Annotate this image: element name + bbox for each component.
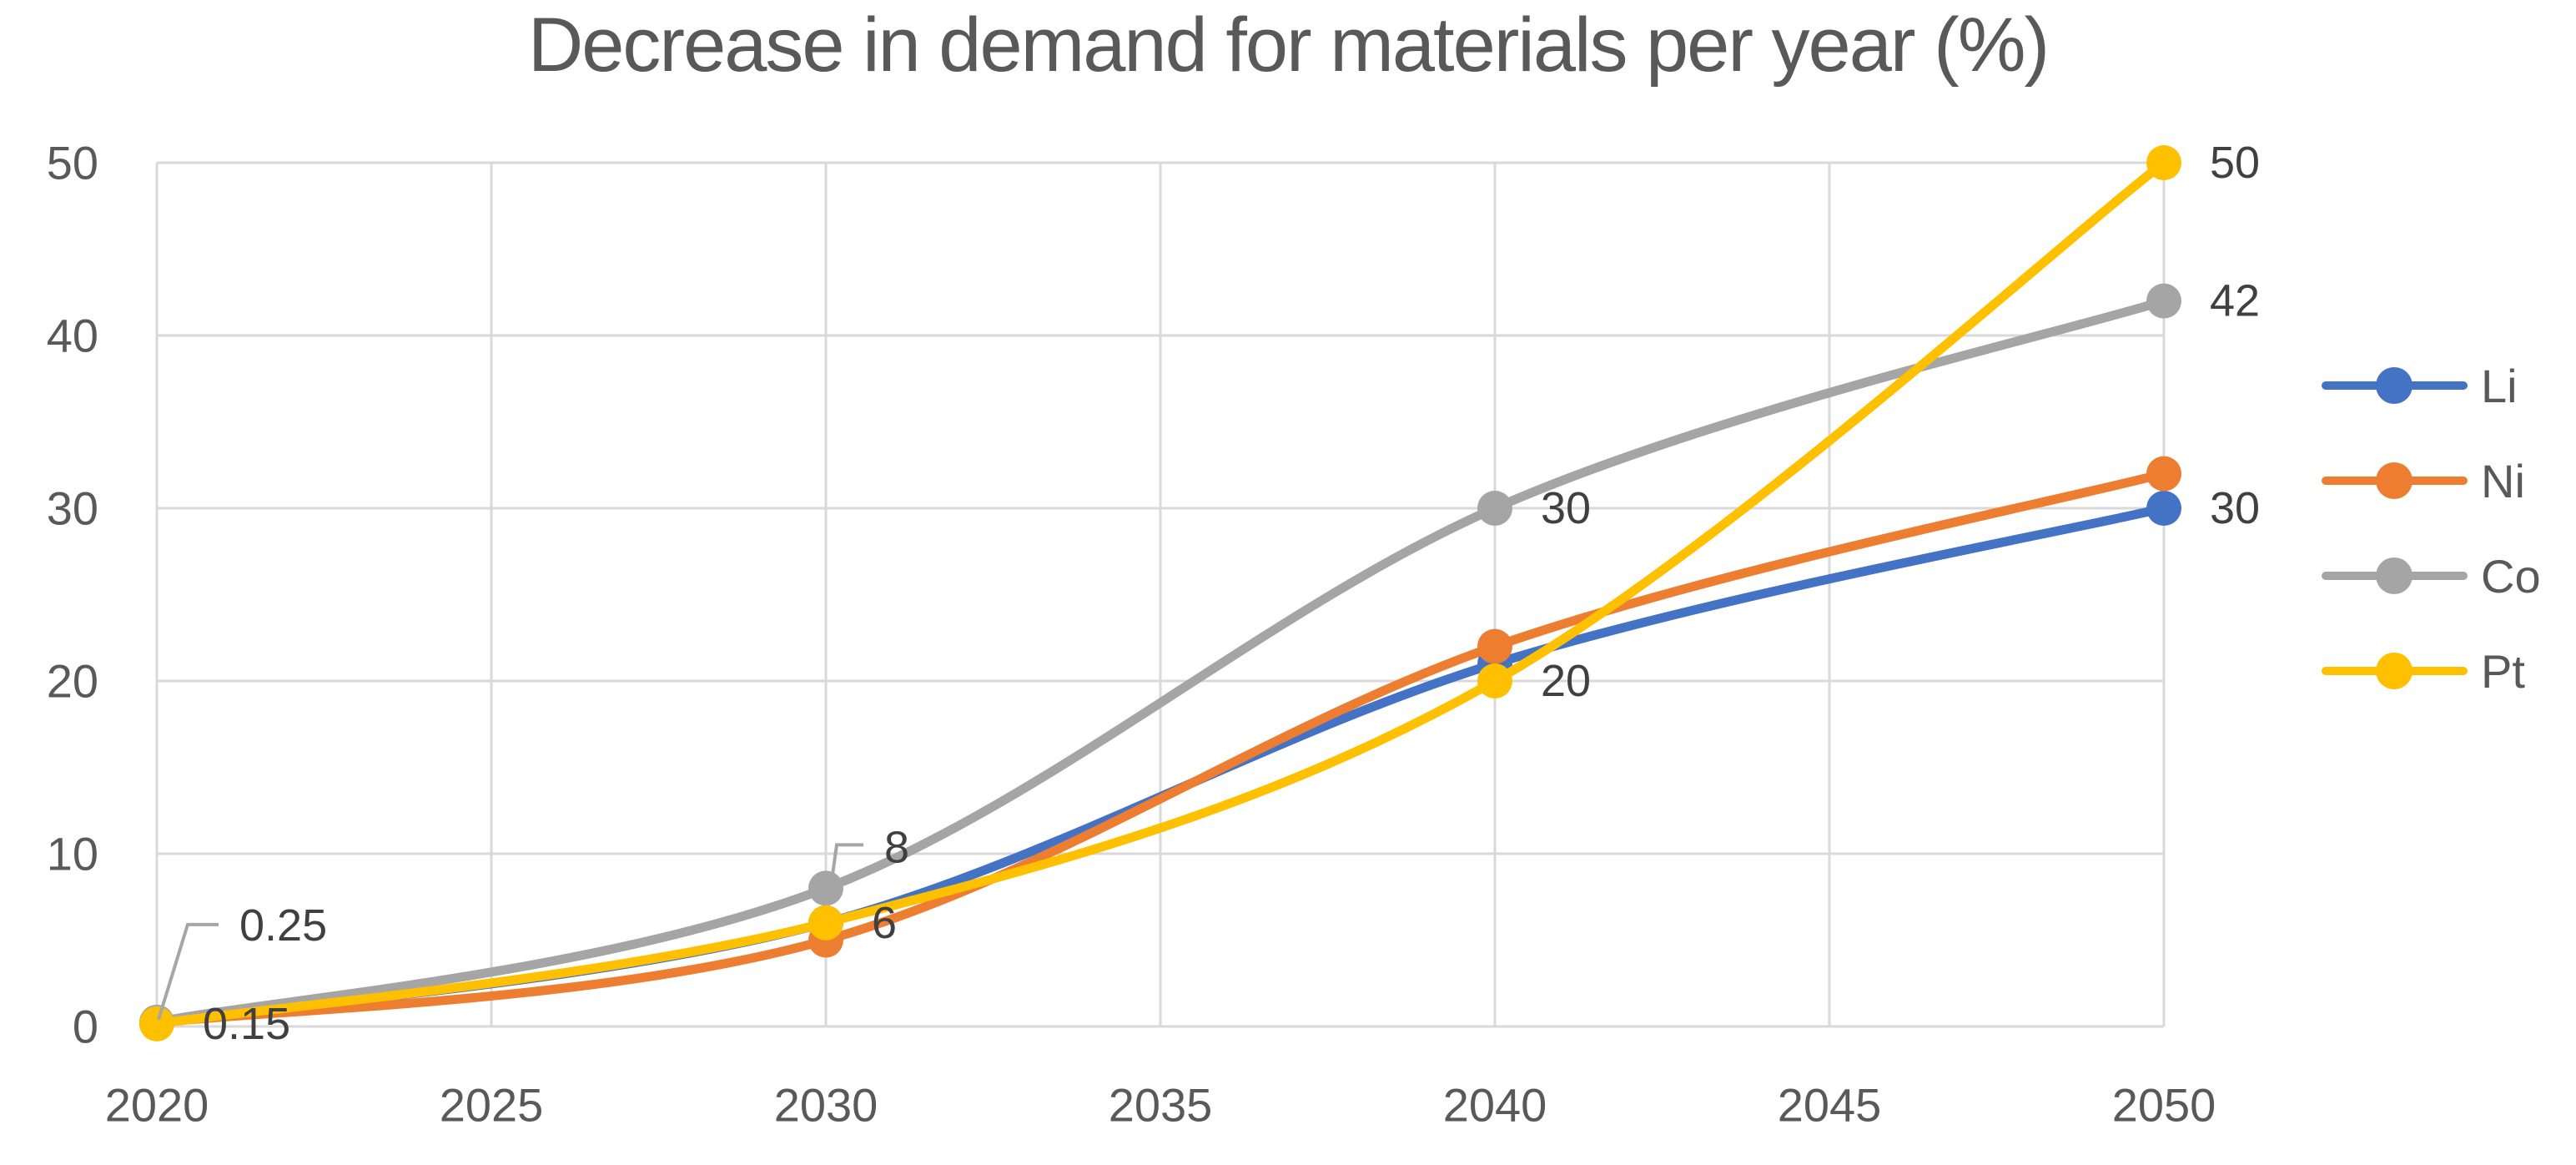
legend-item-ni: Ni [2322, 455, 2541, 507]
pt-series-marker-icon [2322, 648, 2468, 694]
y-axis-label-30: 30 [47, 482, 98, 535]
data-label-pt-2020: 0.15 [203, 999, 290, 1049]
data-label-co-2050: 42 [2210, 276, 2260, 326]
data-label-leader [157, 922, 219, 1021]
chart-title: Decrease in demand for materials per yea… [527, 3, 2050, 88]
series-marker-ni [2146, 456, 2181, 492]
x-axis-label-2020: 2020 [105, 1079, 209, 1132]
y-axis-label-20: 20 [47, 655, 98, 708]
data-label-co-2040: 30 [1541, 483, 1591, 533]
data-label-pt-2050: 50 [2210, 138, 2260, 188]
legend-label-pt: Pt [2481, 644, 2525, 698]
series-marker-co [1477, 491, 1512, 526]
series-marker-co [2146, 283, 2181, 319]
series-marker-pt [139, 1006, 174, 1041]
legend-label-co: Co [2481, 549, 2541, 603]
legend-dot [2376, 462, 2412, 499]
data-label-li-2050: 30 [2210, 483, 2260, 533]
legend-label-li: Li [2481, 359, 2518, 412]
series-marker-pt [1477, 663, 1512, 698]
y-axis-label-40: 40 [47, 310, 98, 362]
y-axis-label-50: 50 [47, 137, 98, 189]
series-marker-ni [1477, 628, 1512, 664]
legend-item-co: Co [2322, 550, 2541, 603]
x-axis-label-2025: 2025 [440, 1079, 544, 1132]
data-label-pt-2030: 6 [872, 898, 897, 948]
y-axis-label-10: 10 [47, 828, 98, 880]
series-marker-co [808, 870, 843, 906]
series-marker-pt [2146, 145, 2181, 180]
x-axis-label-2035: 2035 [1109, 1079, 1213, 1132]
data-label-pt-2040: 20 [1541, 656, 1591, 706]
legend-item-pt: Pt [2322, 645, 2541, 698]
data-label-co-2020: 0.25 [239, 900, 327, 951]
li-series-marker-icon [2322, 362, 2468, 409]
x-axis-label-2045: 2045 [1778, 1079, 1882, 1132]
y-axis-label-0: 0 [73, 1001, 98, 1053]
x-axis-label-2050: 2050 [2112, 1079, 2216, 1132]
series-line-pt [152, 158, 2169, 1029]
series-marker-li [2146, 491, 2181, 526]
data-label-co-2030: 8 [884, 822, 909, 872]
legend-dot [2376, 557, 2412, 594]
data-label-leader [831, 843, 863, 875]
ni-series-marker-icon [2322, 457, 2468, 504]
legend-item-li: Li [2322, 360, 2541, 412]
legend-dot [2376, 653, 2412, 689]
series-line-ni [152, 469, 2169, 1028]
series-marker-pt [808, 905, 843, 941]
legend: Li Ni Co Pt [2322, 360, 2541, 698]
x-axis-label-2030: 2030 [774, 1079, 878, 1132]
co-series-marker-icon [2322, 552, 2468, 599]
legend-label-ni: Ni [2481, 454, 2525, 507]
x-axis-label-2040: 2040 [1443, 1079, 1547, 1132]
series-line-co [152, 296, 2169, 1027]
legend-dot [2376, 367, 2412, 404]
